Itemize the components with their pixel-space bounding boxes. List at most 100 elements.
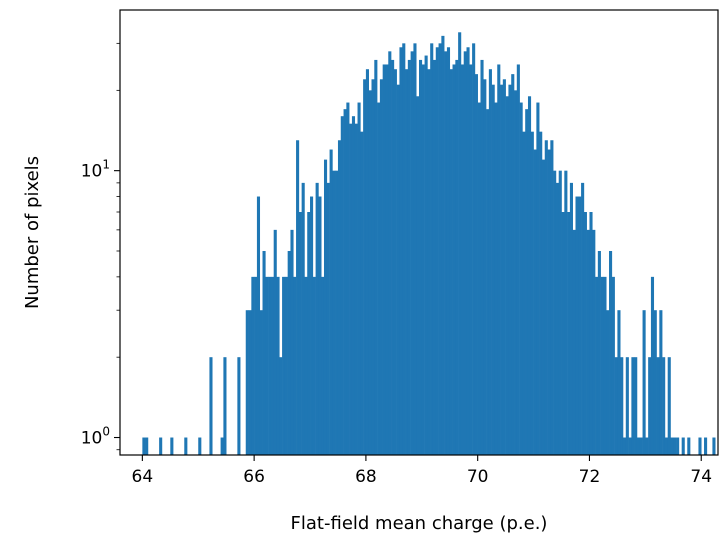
histogram-bar [337, 140, 342, 455]
histogram-bar [145, 437, 149, 455]
histogram-bar [472, 43, 476, 456]
histogram-bar [407, 59, 411, 456]
histogram-bar [402, 43, 406, 456]
histogram-bar [220, 437, 224, 455]
histogram-bar [360, 131, 364, 455]
histogram-bar [377, 102, 381, 455]
histogram-bar [323, 159, 328, 455]
histogram-bar [382, 64, 386, 455]
histogram-bar [653, 310, 657, 455]
axes-frame [119, 9, 719, 456]
histogram-bar [368, 90, 372, 455]
histogram-bar [511, 74, 515, 455]
histogram-bar [310, 196, 314, 455]
histogram-bar [416, 96, 420, 455]
x-tick-label: 64 [132, 467, 154, 487]
histogram-bar [553, 170, 557, 455]
histogram-bar [357, 102, 361, 455]
histogram-bar [245, 310, 249, 455]
x-tick-label: 68 [355, 467, 377, 487]
histogram-bar [248, 310, 252, 455]
histogram-bar [477, 102, 481, 455]
histogram-bar [209, 357, 213, 455]
histogram-bar [430, 43, 434, 456]
histogram-bar [595, 276, 599, 455]
histogram-bar [664, 437, 669, 455]
histogram-bar [645, 437, 649, 455]
histogram-bar [466, 47, 470, 455]
histogram-bar [516, 64, 520, 455]
histogram-bar [265, 276, 269, 455]
histogram-bar [597, 250, 601, 455]
histogram-bar [262, 250, 266, 455]
histogram-bar [642, 310, 646, 455]
histogram-bar [413, 43, 417, 456]
histogram-bar [424, 55, 428, 456]
histogram-bar [564, 170, 568, 455]
histogram-bar [284, 276, 288, 455]
histogram-bar [438, 43, 442, 456]
histogram-bar [667, 357, 671, 455]
histogram-bars [142, 32, 716, 456]
histogram-bar [273, 229, 277, 455]
histogram-bar [676, 437, 680, 455]
histogram-bar [321, 276, 325, 455]
histogram-bar [491, 84, 495, 455]
histogram-bar [399, 47, 403, 455]
histogram-bar [304, 276, 308, 455]
histogram-bar [525, 109, 529, 456]
histogram-bar [502, 79, 506, 456]
histogram-bar [550, 140, 554, 455]
histogram-bar [673, 437, 677, 455]
histogram-bar [379, 79, 383, 456]
histogram-bar [712, 437, 716, 455]
histogram-bar [494, 102, 498, 455]
x-tick-label: 70 [467, 467, 489, 487]
histogram-bar [388, 51, 392, 455]
histogram-bar [307, 212, 311, 455]
histogram-bar [371, 79, 375, 456]
histogram-bar [488, 69, 492, 455]
histogram-bar [614, 357, 618, 455]
histogram-bar [293, 276, 297, 455]
histogram-bar [463, 51, 467, 455]
histogram-bar [419, 59, 423, 456]
histogram-bar [567, 212, 571, 455]
histogram-bar [301, 182, 305, 455]
histogram-bar [670, 437, 674, 455]
histogram-bar [639, 437, 643, 455]
x-axis-label: Flat-field mean charge (p.e.) [291, 513, 548, 534]
histogram-bar [441, 35, 445, 456]
histogram-bar [469, 64, 473, 455]
histogram-bar [636, 437, 641, 455]
histogram-bar [458, 32, 462, 455]
y-axis-label: Number of pixels [22, 156, 43, 309]
histogram-bar [159, 437, 163, 455]
histogram-bar [592, 229, 596, 455]
histogram-bar [296, 140, 300, 455]
histogram-bar [555, 182, 560, 455]
histogram-bar [254, 276, 258, 455]
histogram-bar [662, 357, 666, 455]
histogram-bar [405, 69, 409, 455]
histogram-bar [256, 196, 261, 455]
histogram-bar [704, 437, 708, 455]
histogram-bar [142, 437, 146, 455]
histogram-bar [483, 79, 487, 456]
histogram-bar [251, 276, 255, 455]
histogram-bar [687, 437, 691, 455]
histogram-bar [572, 229, 576, 455]
histogram-bar [455, 59, 459, 456]
histogram-bar [541, 159, 546, 455]
histogram-bar [533, 149, 537, 456]
histogram-bar [659, 310, 663, 455]
histogram-bar [519, 102, 523, 455]
histogram-bar [656, 357, 660, 455]
histogram-bar [609, 250, 613, 455]
histogram-bar [603, 276, 607, 455]
histogram-bar [620, 357, 624, 455]
histogram-bar [444, 51, 448, 455]
histogram-bar [631, 357, 635, 455]
histogram-bar [606, 310, 610, 455]
